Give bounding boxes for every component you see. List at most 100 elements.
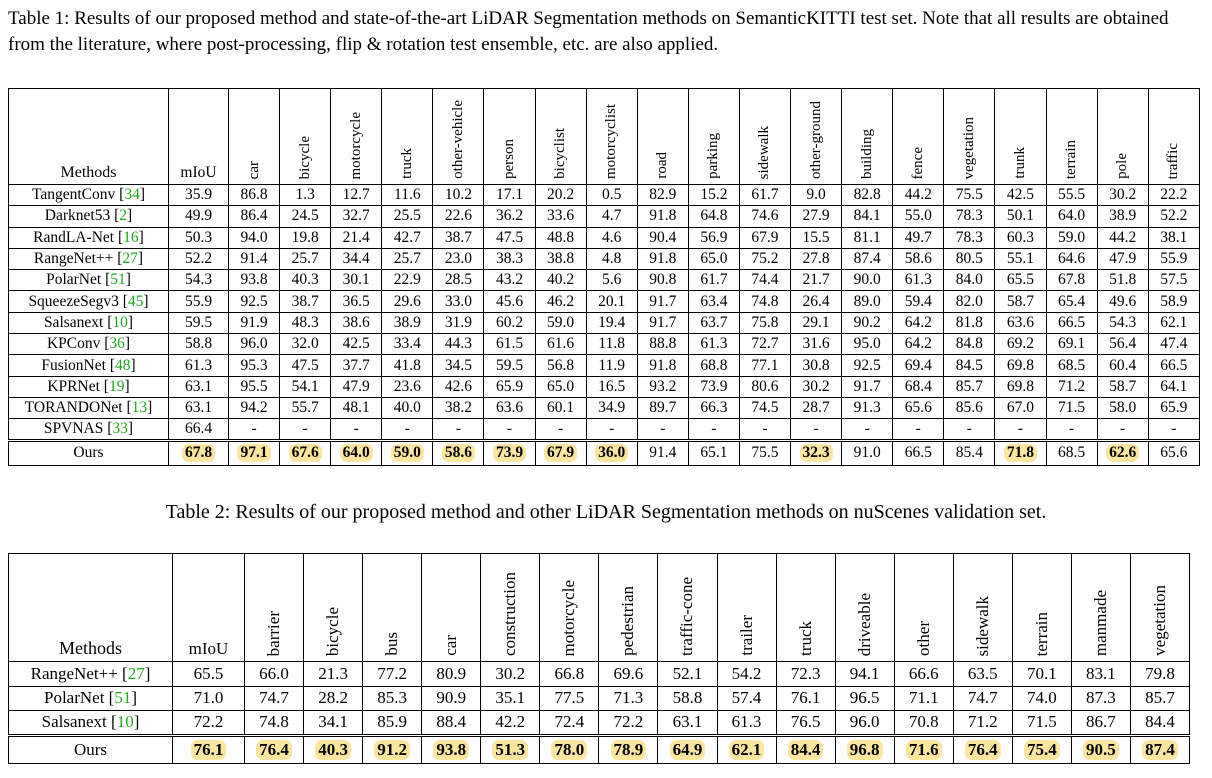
class-header-label: sidewalk <box>756 125 773 179</box>
class-header: manmade <box>1070 553 1131 662</box>
class-header-label: parking <box>705 133 722 179</box>
score-cell: 77.2 <box>362 661 423 687</box>
class-header: other-vehicle <box>432 88 485 185</box>
method-name-cell: RandLA-Net [16] <box>8 226 169 249</box>
score-cell: 66.3 <box>687 396 740 420</box>
score-cell: - <box>432 418 485 441</box>
score-cell: 60.3 <box>994 226 1047 249</box>
table-row: TORANDONet [13] 63.1 94.2 55.7 48.1 40.0 38.2 6… <box>8 396 1201 420</box>
score-cell: 71.5 <box>1011 710 1072 736</box>
table-row: KPRNet [19] 63.1 95.5 54.1 47.9 23.6 42.6 65.9 6… <box>8 375 1201 398</box>
score-cell: 76.4 <box>243 733 305 764</box>
score-cell: 30.1 <box>330 269 383 292</box>
score-cell: 59.5 <box>483 354 536 377</box>
score-cell: 25.7 <box>279 247 332 271</box>
class-header: truck <box>381 88 434 185</box>
score-cell: 22.6 <box>432 205 485 228</box>
score-cell: 61.6 <box>534 333 587 356</box>
score-cell: 85.7 <box>943 375 996 398</box>
score-cell: - <box>1045 418 1098 441</box>
class-header-label: motorcycle <box>559 579 579 656</box>
score-cell: 32.7 <box>330 205 383 228</box>
score-cell: 44.2 <box>1096 226 1149 249</box>
class-header-label: driveable <box>854 592 874 656</box>
score-cell: 51.8 <box>1096 269 1149 292</box>
score-cell: - <box>687 418 740 441</box>
score-cell: 91.3 <box>841 396 894 420</box>
miou-cell: 63.1 <box>168 375 229 398</box>
score-cell: 48.8 <box>534 226 587 249</box>
score-cell: 89.7 <box>636 396 689 420</box>
score-cell: 62.1 <box>1147 311 1201 335</box>
score-cell: 12.7 <box>330 183 383 207</box>
score-cell: 76.1 <box>775 685 836 711</box>
score-cell: 42.2 <box>480 710 541 736</box>
class-header: vegetation <box>1129 553 1191 662</box>
score-cell: 61.3 <box>892 269 945 292</box>
highlighted-score: 59.0 <box>390 444 424 463</box>
score-cell: 69.1 <box>1045 333 1098 356</box>
score-cell: 30.8 <box>790 354 843 377</box>
score-cell: 96.8 <box>834 733 895 764</box>
table-row: TangentConv [34] 35.9 86.8 1.3 12.7 11.6 10.2 1… <box>8 183 1201 207</box>
miou-cell: 72.2 <box>172 710 245 736</box>
score-cell: 63.7 <box>687 311 740 335</box>
score-cell: 75.5 <box>738 438 792 466</box>
score-cell: 75.4 <box>1011 733 1072 764</box>
score-cell: 30.2 <box>1096 183 1149 207</box>
score-cell: 65.9 <box>1147 396 1201 420</box>
score-cell: 63.4 <box>687 290 740 313</box>
miou-cell: 35.9 <box>168 183 229 207</box>
score-cell: 11.8 <box>585 333 638 356</box>
score-cell: 58.6 <box>432 438 485 466</box>
score-cell: 70.8 <box>893 710 954 736</box>
score-cell: 85.9 <box>362 710 423 736</box>
method-name-cell: RangeNet++ [27] <box>8 661 173 687</box>
score-cell: 66.0 <box>243 661 305 687</box>
class-header: terrain <box>1011 553 1072 662</box>
score-cell: 38.7 <box>432 226 485 249</box>
score-cell: 63.5 <box>952 661 1013 687</box>
score-cell: 91.0 <box>841 438 894 466</box>
miou-cell: 49.9 <box>168 205 229 228</box>
methods-header: Methods <box>8 553 173 662</box>
score-cell: 40.2 <box>534 269 587 292</box>
miou-header: mIoU <box>168 88 229 185</box>
score-cell: 69.6 <box>598 661 659 687</box>
method-name: KPRNet <box>47 377 100 395</box>
score-cell: 49.6 <box>1096 290 1149 313</box>
table-row: PolarNet [51] 71.0 74.7 28.2 85.3 90.9 35.1 77.… <box>8 685 1191 711</box>
score-cell: 73.9 <box>687 375 740 398</box>
score-cell: 24.5 <box>279 205 332 228</box>
class-header-label: truck <box>795 621 815 656</box>
score-cell: 21.7 <box>790 269 843 292</box>
score-cell: 78.3 <box>943 205 996 228</box>
score-cell: 75.2 <box>738 247 792 271</box>
score-cell: 40.3 <box>303 733 364 764</box>
highlighted-score: 32.3 <box>799 444 833 463</box>
score-cell: 94.0 <box>227 226 281 249</box>
method-name-cell: RangeNet++ [27] <box>8 247 169 271</box>
score-cell: 65.5 <box>994 269 1047 292</box>
miou-cell: 52.2 <box>168 247 229 271</box>
miou-cell: 55.9 <box>168 290 229 313</box>
class-header: traffic <box>1147 88 1201 185</box>
score-cell: 71.6 <box>893 733 954 764</box>
class-header-label: trailer <box>736 615 756 656</box>
score-cell: 65.0 <box>534 375 587 398</box>
score-cell: 94.2 <box>227 396 281 420</box>
score-cell: 52.2 <box>1147 205 1201 228</box>
highlighted-score: 78.0 <box>551 739 588 760</box>
score-cell: 82.0 <box>943 290 996 313</box>
class-header: barrier <box>243 553 305 662</box>
score-cell: 42.5 <box>994 183 1047 207</box>
score-cell: 42.6 <box>432 375 485 398</box>
score-cell: 65.6 <box>1147 438 1201 466</box>
score-cell: 15.2 <box>687 183 740 207</box>
score-cell: 61.7 <box>687 269 740 292</box>
miou-header: mIoU <box>172 553 245 662</box>
score-cell: 68.5 <box>1045 354 1098 377</box>
citation-link: 33 <box>112 419 128 437</box>
score-cell: 74.8 <box>738 290 792 313</box>
score-cell: 38.2 <box>432 396 485 420</box>
